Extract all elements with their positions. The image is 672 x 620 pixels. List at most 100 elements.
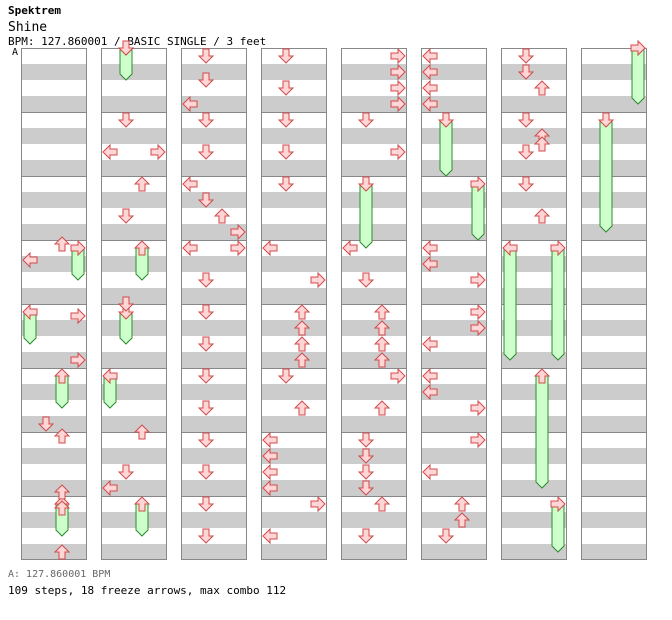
beat-stripe <box>501 128 567 144</box>
beat-stripe <box>21 384 87 400</box>
down-arrow <box>357 464 375 480</box>
beat-stripe <box>501 192 567 208</box>
measure-line <box>101 176 167 177</box>
measure-line <box>181 432 247 433</box>
down-arrow <box>357 112 375 128</box>
beat-stripe <box>341 288 407 304</box>
beat-stripe <box>421 192 487 208</box>
beat-stripe <box>181 128 247 144</box>
beat-stripe <box>21 160 87 176</box>
down-arrow <box>517 176 535 192</box>
beat-stripe <box>501 320 567 336</box>
beat-stripe <box>181 480 247 496</box>
measure-line <box>581 496 647 497</box>
measure-line <box>421 240 487 241</box>
down-arrow <box>197 368 215 384</box>
down-arrow <box>197 48 215 64</box>
beat-stripe <box>181 320 247 336</box>
down-arrow <box>277 80 295 96</box>
beat-stripe <box>261 480 327 496</box>
up-arrow <box>133 176 151 192</box>
right-arrow <box>470 271 486 289</box>
beat-stripe <box>501 352 567 368</box>
notes-layer <box>182 48 246 544</box>
beat-stripe <box>421 128 487 144</box>
down-arrow <box>197 144 215 160</box>
beat-stripe <box>501 64 567 80</box>
measure-line <box>501 432 567 433</box>
right-arrow <box>390 95 406 113</box>
down-arrow <box>197 192 215 208</box>
beat-stripe <box>341 160 407 176</box>
right-arrow <box>70 351 86 369</box>
down-arrow <box>437 528 455 544</box>
chart-meta: BPM: 127.860001 / BASIC SINGLE / 3 feet <box>8 35 267 48</box>
beat-stripe <box>21 448 87 464</box>
beat-stripe <box>181 384 247 400</box>
beat-stripe <box>101 160 167 176</box>
up-arrow <box>293 336 311 352</box>
chart-column <box>261 48 327 560</box>
measure-line <box>501 112 567 113</box>
beat-stripe <box>581 320 647 336</box>
beat-stripe <box>101 192 167 208</box>
beat-stripe <box>421 256 487 272</box>
notes-layer <box>502 48 566 553</box>
beat-stripe <box>501 96 567 112</box>
beat-stripe <box>581 512 647 528</box>
beat-stripe <box>581 480 647 496</box>
freeze-arrow <box>470 175 486 241</box>
left-arrow <box>262 463 278 481</box>
beat-stripe <box>101 256 167 272</box>
measure-line <box>421 112 487 113</box>
right-arrow <box>470 431 486 449</box>
beat-stripe <box>421 64 487 80</box>
beat-stripe <box>501 480 567 496</box>
up-arrow <box>533 208 551 224</box>
beat-stripe <box>501 288 567 304</box>
beat-stripe <box>261 416 327 432</box>
measure-line <box>181 368 247 369</box>
beat-stripe <box>581 224 647 240</box>
measure-line <box>341 496 407 497</box>
song-title: Shine <box>8 20 48 35</box>
down-arrow <box>197 304 215 320</box>
right-arrow <box>390 63 406 81</box>
down-arrow <box>197 112 215 128</box>
chart-column <box>581 39 647 560</box>
left-arrow <box>102 479 118 497</box>
beat-stripe <box>261 96 327 112</box>
measure-line <box>261 432 327 433</box>
freeze-arrow <box>550 239 566 361</box>
beat-stripe <box>21 512 87 528</box>
beat-stripe <box>181 96 247 112</box>
up-arrow <box>293 400 311 416</box>
beat-stripe <box>581 64 647 80</box>
beat-stripe <box>181 224 247 240</box>
down-arrow <box>277 176 295 192</box>
beat-stripe <box>341 320 407 336</box>
left-arrow <box>422 79 438 97</box>
brand-title: Spektrem <box>8 4 61 17</box>
down-arrow <box>357 480 375 496</box>
up-arrow <box>533 136 551 152</box>
measure-line <box>421 304 487 305</box>
left-arrow <box>262 431 278 449</box>
measure-line <box>501 304 567 305</box>
down-arrow <box>117 464 135 480</box>
beat-stripe <box>341 448 407 464</box>
freeze-arrow <box>133 240 151 281</box>
freeze-arrow <box>550 495 566 553</box>
beat-stripe <box>101 352 167 368</box>
freeze-arrow <box>102 367 118 409</box>
beat-stripe <box>341 480 407 496</box>
beat-stripe <box>261 352 327 368</box>
chart-column <box>181 48 247 560</box>
left-arrow <box>182 239 198 257</box>
measure-line <box>581 368 647 369</box>
left-arrow <box>262 527 278 545</box>
beat-stripe <box>581 352 647 368</box>
up-arrow <box>373 336 391 352</box>
left-arrow <box>422 335 438 353</box>
